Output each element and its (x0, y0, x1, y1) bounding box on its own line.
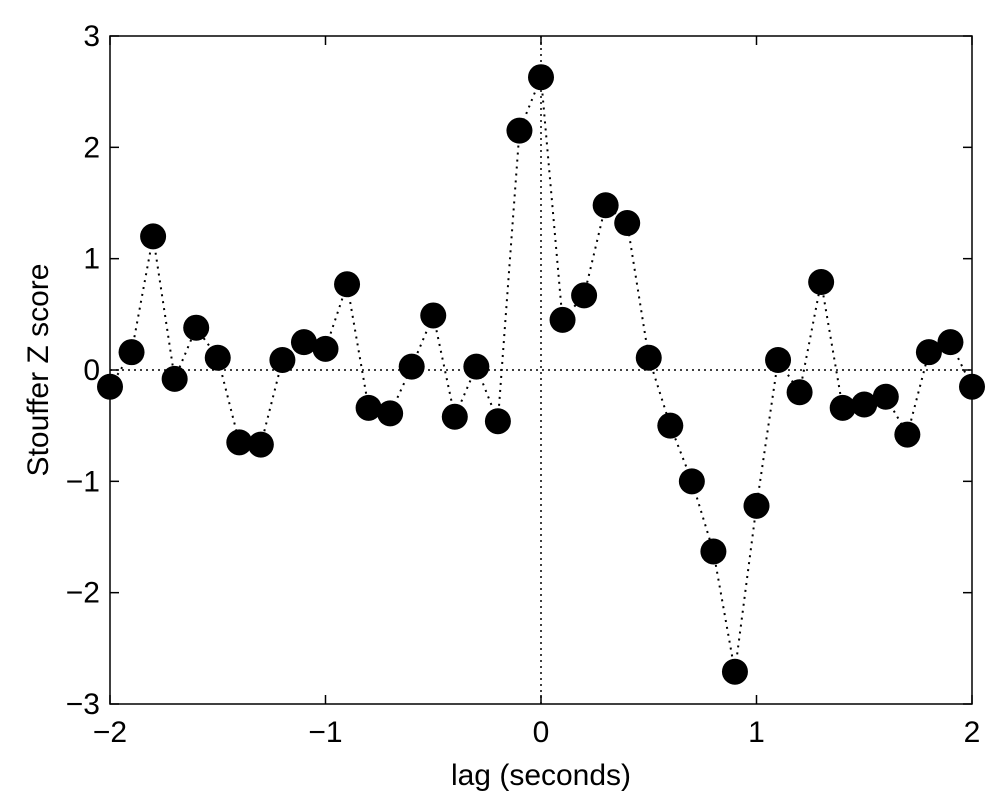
x-tick-label: 2 (964, 716, 981, 749)
y-axis-title: Stouffer Z score (22, 264, 55, 477)
data-point (829, 394, 856, 421)
data-point (721, 658, 748, 685)
y-tick-label: 3 (83, 20, 100, 53)
data-point (290, 329, 317, 356)
data-point (915, 339, 942, 366)
data-point (894, 421, 921, 448)
x-axis-title: lag (seconds) (451, 759, 631, 792)
y-tick-label: 0 (83, 354, 100, 387)
data-point (937, 329, 964, 356)
data-point (463, 353, 490, 380)
data-point (506, 117, 533, 144)
data-point (851, 391, 878, 418)
series-connector-line (109, 76, 973, 672)
y-tick-label: 2 (83, 131, 100, 164)
data-point (549, 306, 576, 333)
data-point (657, 412, 684, 439)
x-tick-label: 0 (533, 716, 550, 749)
data-point (312, 335, 339, 362)
data-point (334, 271, 361, 298)
data-point (398, 353, 425, 380)
x-tick-label: −2 (93, 716, 127, 749)
data-point (765, 346, 792, 373)
data-point (420, 302, 447, 329)
data-point (226, 429, 253, 456)
data-point (355, 394, 382, 421)
y-tick-label: 1 (83, 243, 100, 276)
data-point (743, 492, 770, 519)
data-point (528, 64, 554, 91)
y-tick-label: −1 (66, 465, 100, 498)
data-point (204, 344, 231, 371)
data-point (959, 373, 985, 400)
data-point (161, 365, 188, 392)
data-points (97, 64, 985, 685)
data-point (592, 192, 619, 219)
data-point (97, 373, 123, 400)
data-point (571, 282, 598, 309)
data-point (786, 379, 813, 406)
x-axis-ticks: −2 −1 0 1 2 (93, 36, 980, 749)
data-point (484, 408, 511, 435)
x-tick-label: 1 (748, 716, 765, 749)
data-point (183, 314, 210, 341)
data-point (441, 403, 468, 430)
data-point (269, 346, 296, 373)
data-point (700, 538, 727, 565)
x-tick-label: −1 (308, 716, 342, 749)
y-tick-label: −3 (66, 688, 100, 721)
data-point (808, 269, 835, 296)
data-point (377, 400, 404, 427)
y-tick-label: −2 (66, 577, 100, 610)
data-point (247, 431, 274, 458)
data-point (118, 339, 145, 366)
data-point (872, 383, 899, 410)
data-point (614, 210, 641, 237)
data-point (678, 468, 705, 495)
y-axis-ticks: −3 −2 −1 0 1 2 3 (66, 20, 972, 721)
data-point (635, 344, 662, 371)
data-point (140, 223, 167, 250)
